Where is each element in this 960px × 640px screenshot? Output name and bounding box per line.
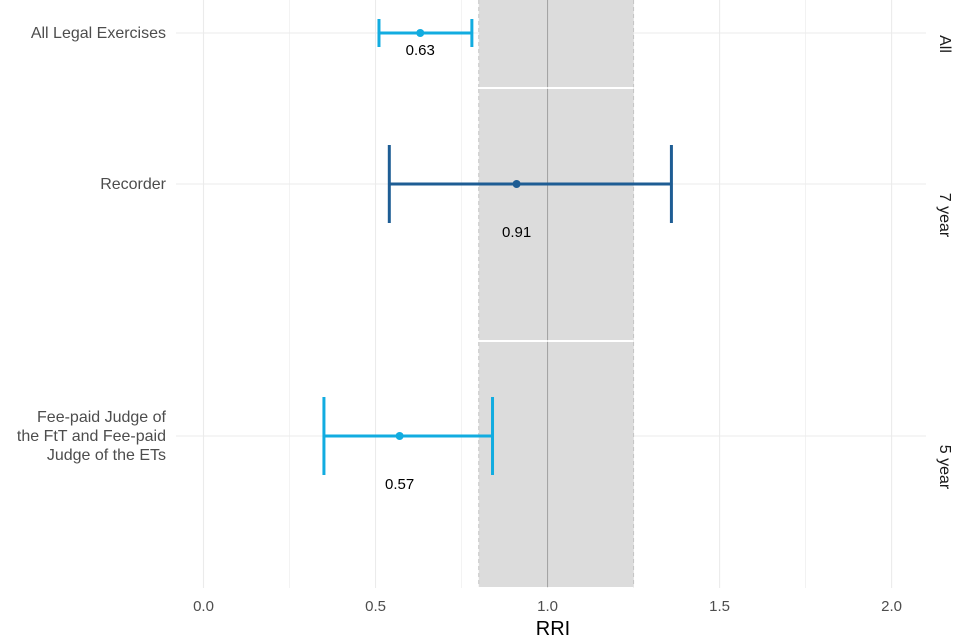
x-axis-title: RRI [536,618,570,640]
reference-band [478,0,634,87]
category-label-line: All Legal Exercises [31,25,166,42]
facet-strip-label: 5 year [936,445,953,490]
label-layer: 0.63 All Legal Exercises All 0.91 Recorder 7 … [17,25,953,615]
reference-band-layer [478,0,635,587]
x-tick-label: 0.0 [193,598,214,615]
point-estimate [395,432,404,440]
facet-strip-label: All [936,35,953,53]
marks-layer [322,19,673,475]
reference-band [478,342,634,587]
category-label: All Legal Exercises [31,25,166,42]
facet-strip-label: 7 year [936,193,953,238]
category-label-line: Recorder [100,176,166,193]
category-label: Recorder [100,176,166,193]
point-estimate [512,180,521,188]
x-tick-label: 1.0 [537,598,558,615]
category-label-line: the FtT and Fee-paid [17,428,166,445]
x-tick-label: 1.5 [709,598,730,615]
x-tick-label: 0.5 [365,598,386,615]
point-estimate [416,29,425,37]
category-label-line: Fee-paid Judge of [37,409,167,426]
reference-band [478,89,634,340]
category-label: Fee-paid Judge of the FtT and Fee-paid Jud… [17,409,167,464]
category-label-line: Judge of the ETs [47,447,166,464]
value-label: 0.63 [406,42,435,59]
value-label: 0.57 [385,476,414,493]
x-tick-label: 2.0 [881,598,902,615]
value-label: 0.91 [502,224,531,241]
